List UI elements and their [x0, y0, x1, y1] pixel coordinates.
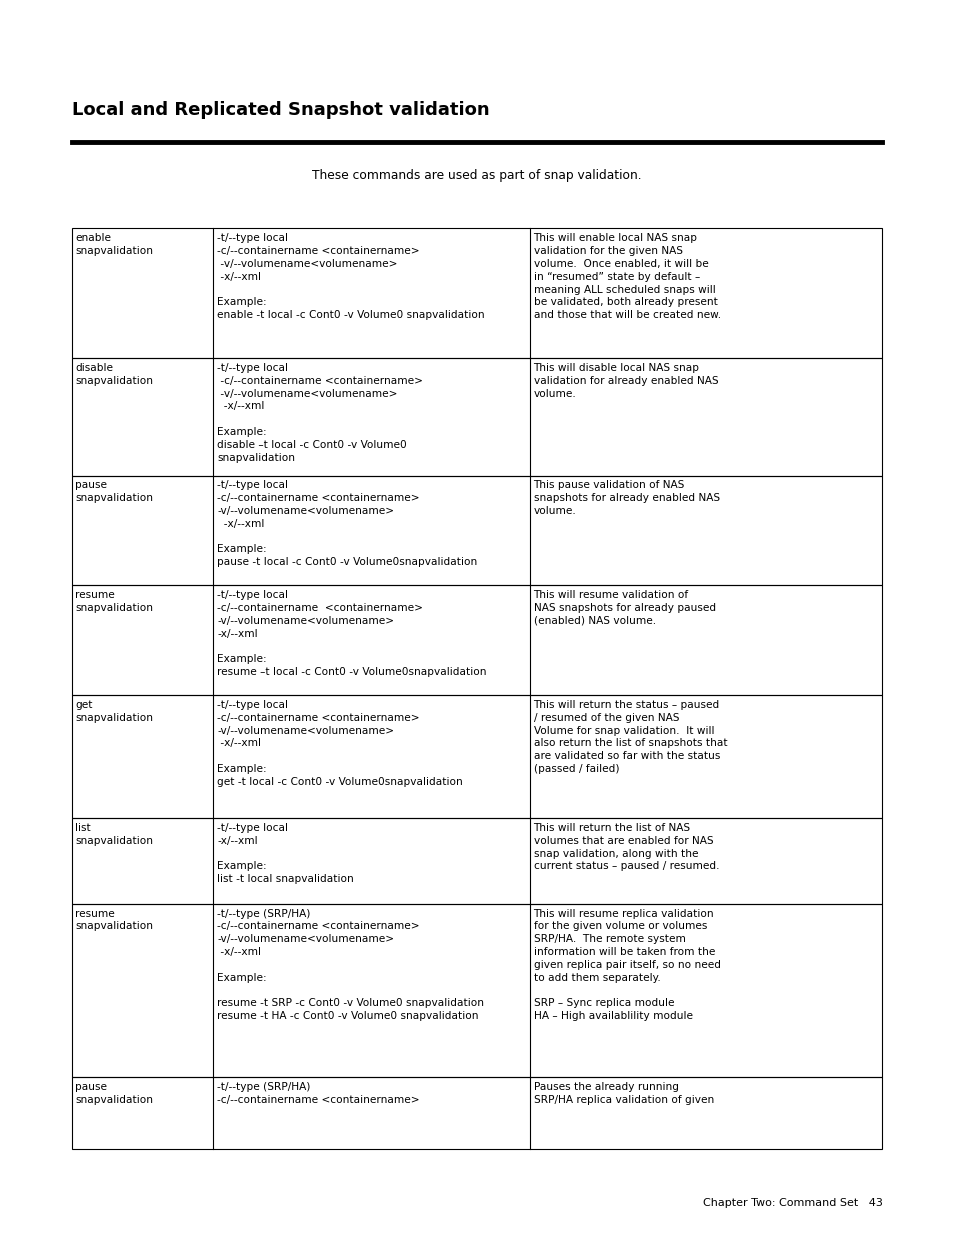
Text: Pauses the already running
SRP/HA replica validation of given: Pauses the already running SRP/HA replic…	[533, 1082, 713, 1105]
Text: Local and Replicated Snapshot validation: Local and Replicated Snapshot validation	[71, 101, 489, 120]
Text: get
snapvalidation: get snapvalidation	[75, 700, 153, 722]
Text: -t/--type (SRP/HA)
-c/--containername <containername>: -t/--type (SRP/HA) -c/--containername <c…	[217, 1082, 419, 1105]
Text: -t/--type local
-c/--containername <containername>
-v/--volumename<volumename>
 : -t/--type local -c/--containername <cont…	[217, 700, 462, 787]
Text: -t/--type local
-c/--containername <containername>
-v/--volumename<volumename>
 : -t/--type local -c/--containername <cont…	[217, 480, 477, 567]
Text: -t/--type local
-c/--containername  <containername>
-v/--volumename<volumename>
: -t/--type local -c/--containername <cont…	[217, 590, 486, 677]
Text: -t/--type local
 -c/--containername <containername>
 -v/--volumename<volumename>: -t/--type local -c/--containername <cont…	[217, 363, 423, 463]
Text: This pause validation of NAS
snapshots for already enabled NAS
volume.: This pause validation of NAS snapshots f…	[533, 480, 719, 516]
Text: -t/--type (SRP/HA)
-c/--containername <containername>
-v/--volumename<volumename: -t/--type (SRP/HA) -c/--containername <c…	[217, 909, 484, 1021]
Text: resume
snapvalidation: resume snapvalidation	[75, 909, 153, 931]
Text: list
snapvalidation: list snapvalidation	[75, 823, 153, 846]
Text: -t/--type local
-x/--xml

Example:
list -t local snapvalidation: -t/--type local -x/--xml Example: list -…	[217, 823, 354, 884]
Text: resume
snapvalidation: resume snapvalidation	[75, 590, 153, 613]
Text: pause
snapvalidation: pause snapvalidation	[75, 480, 153, 503]
Text: -t/--type local
-c/--containername <containername>
 -v/--volumename<volumename>
: -t/--type local -c/--containername <cont…	[217, 233, 484, 320]
Text: This will return the list of NAS
volumes that are enabled for NAS
snap validatio: This will return the list of NAS volumes…	[533, 823, 719, 872]
Text: This will disable local NAS snap
validation for already enabled NAS
volume.: This will disable local NAS snap validat…	[533, 363, 718, 399]
Text: enable
snapvalidation: enable snapvalidation	[75, 233, 153, 256]
Text: This will enable local NAS snap
validation for the given NAS
volume.  Once enabl: This will enable local NAS snap validati…	[533, 233, 720, 320]
Text: This will resume validation of
NAS snapshots for already paused
(enabled) NAS vo: This will resume validation of NAS snaps…	[533, 590, 715, 626]
Text: This will resume replica validation
for the given volume or volumes
SRP/HA.  The: This will resume replica validation for …	[533, 909, 720, 1021]
Text: Chapter Two: Command Set   43: Chapter Two: Command Set 43	[701, 1198, 882, 1208]
Text: This will return the status – paused
/ resumed of the given NAS
Volume for snap : This will return the status – paused / r…	[533, 700, 726, 774]
Text: These commands are used as part of snap validation.: These commands are used as part of snap …	[312, 169, 641, 183]
Text: disable
snapvalidation: disable snapvalidation	[75, 363, 153, 385]
Text: pause
snapvalidation: pause snapvalidation	[75, 1082, 153, 1105]
